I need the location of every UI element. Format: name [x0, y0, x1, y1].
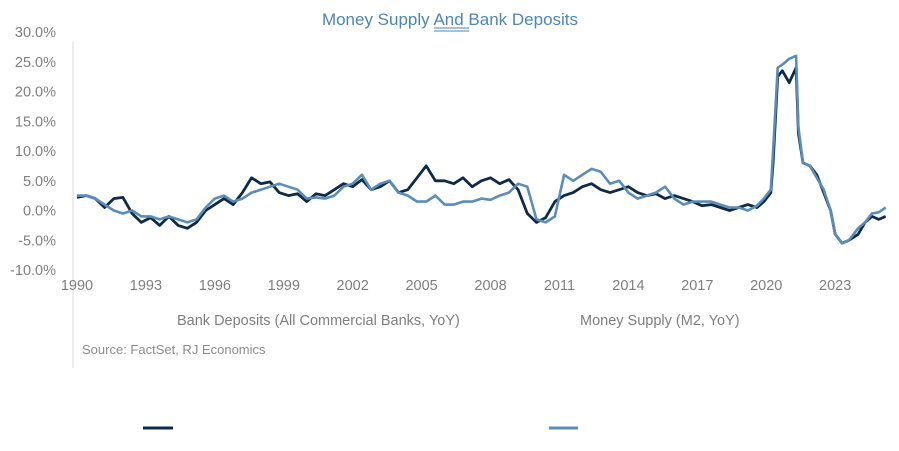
x-tick-label: 1993	[130, 278, 162, 294]
y-tick-label: 25.0%	[15, 55, 56, 71]
chart-title: Money Supply And Bank Deposits	[322, 10, 578, 29]
series-lines	[76, 54, 887, 245]
x-tick-label: 2023	[819, 278, 851, 294]
x-tick-label: 2002	[337, 278, 369, 294]
series-line-deposits	[76, 66, 887, 245]
y-tick-label: 15.0%	[15, 114, 56, 130]
y-tick-label: 0.0%	[23, 204, 56, 220]
y-tick-label: -5.0%	[18, 233, 56, 249]
y-tick-label: -10.0%	[10, 263, 56, 279]
y-tick-label: 5.0%	[23, 174, 56, 190]
source-note: Source: FactSet, RJ Economics	[82, 342, 266, 357]
x-axis-ticks: 1990 1993 1996 1999 2002 2005 2008 2011 2014 2017…	[61, 278, 851, 294]
x-tick-label: 2014	[612, 278, 644, 294]
y-tick-label: 10.0%	[15, 144, 56, 160]
x-tick-label: 2011	[544, 278, 575, 294]
legend-label-m2: Money Supply (M2, YoY)	[580, 313, 740, 329]
x-tick-label: 1999	[268, 278, 300, 294]
x-tick-label: 1996	[199, 278, 231, 294]
y-tick-label: 30.0%	[15, 25, 56, 41]
series-line-m2	[77, 54, 887, 245]
x-tick-label: 2008	[474, 278, 506, 294]
y-tick-label: 20.0%	[15, 85, 56, 101]
x-tick-label: 2017	[681, 278, 713, 294]
legend-label-deposits: Bank Deposits (All Commercial Banks, YoY…	[177, 313, 460, 329]
x-tick-label: 2005	[405, 278, 437, 294]
x-tick-label: 2020	[750, 278, 782, 294]
y-axis-ticks: 30.0% 25.0% 20.0% 15.0% 10.0% 5.0% 0.0% -5.0% -1…	[10, 25, 56, 279]
x-tick-label: 1990	[61, 278, 93, 294]
